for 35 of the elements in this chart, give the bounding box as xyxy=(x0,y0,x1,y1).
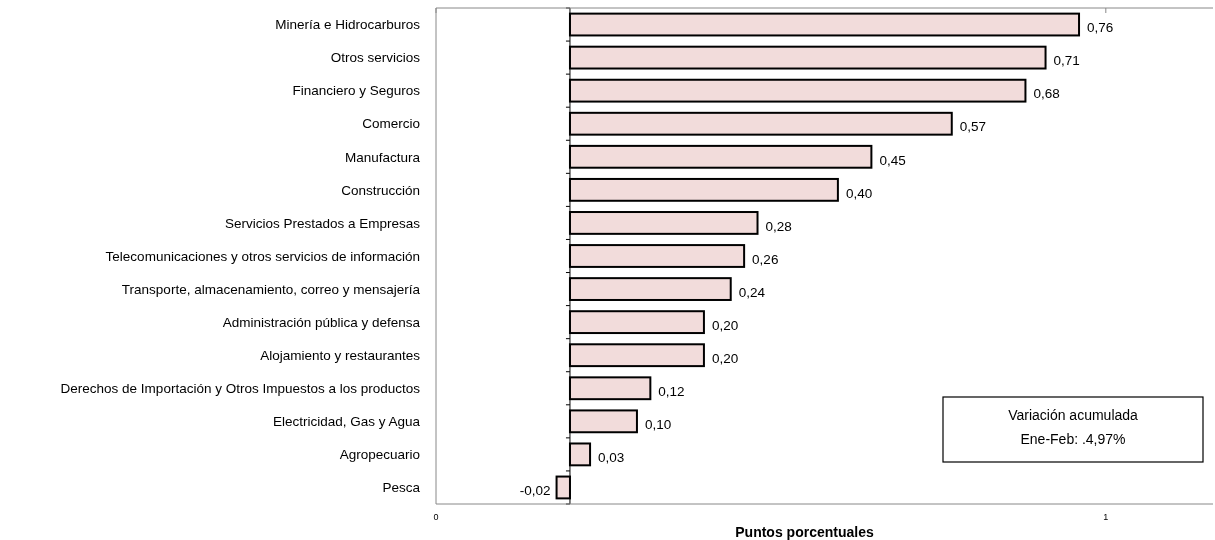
x2-tick-label: 1 xyxy=(1103,512,1109,522)
data-label: -0,02 xyxy=(519,483,551,499)
y-tick-label: Derechos de Importación y Otros Impuestos a los productos xyxy=(60,380,421,396)
x-axis-title: Puntos porcentuales xyxy=(735,524,874,540)
y-tick-label: Otros servicios xyxy=(330,50,421,66)
data-label: 0,76 xyxy=(1087,20,1114,36)
data-label: 0,12 xyxy=(658,383,685,399)
y-tick-label: Minería e Hidrocarburos xyxy=(275,17,421,33)
data-label: 0,10 xyxy=(644,417,672,433)
y-tick-label: Agropecuario xyxy=(339,447,420,463)
y-tick-label: Manufactura xyxy=(344,149,421,165)
data-label: 0,24 xyxy=(738,284,766,300)
y-tick-label: Construcción xyxy=(341,182,420,198)
y-tick-label: Transporte, almacenamiento, correo y mensajería xyxy=(121,281,421,297)
data-label: 0,57 xyxy=(959,119,987,135)
y-tick-label: Servicios Prestados a Empresas xyxy=(224,215,421,231)
data-label: 0,03 xyxy=(598,450,625,466)
y-tick-label: Alojamiento y restaurantes xyxy=(260,347,421,363)
data-label: 0,71 xyxy=(1053,53,1080,69)
annotation: Variación acumulada xyxy=(1008,407,1139,423)
annotation: Ene-Feb: .4,97% xyxy=(1020,431,1126,447)
y-tick-label: Financiero y Seguros xyxy=(292,83,421,99)
data-label: 0,40 xyxy=(845,185,873,201)
data-label: 0,26 xyxy=(752,251,779,267)
y-tick-label: Pesca xyxy=(382,480,421,496)
data-label: 0,45 xyxy=(879,152,906,168)
y-tick-label: Telecomunicaciones y otros servicios de información xyxy=(105,248,420,264)
y-tick-label: Electricidad, Gas y Agua xyxy=(272,414,421,430)
data-label: 0,28 xyxy=(765,218,792,234)
data-label: 0,68 xyxy=(1033,86,1060,102)
y-tick-label: Comercio xyxy=(362,116,420,132)
data-label: 0,20 xyxy=(711,350,739,366)
x2-tick-label: 0 xyxy=(433,512,439,522)
data-label: 0,20 xyxy=(711,317,739,333)
y-tick-label: Administración pública y defensa xyxy=(222,314,421,330)
